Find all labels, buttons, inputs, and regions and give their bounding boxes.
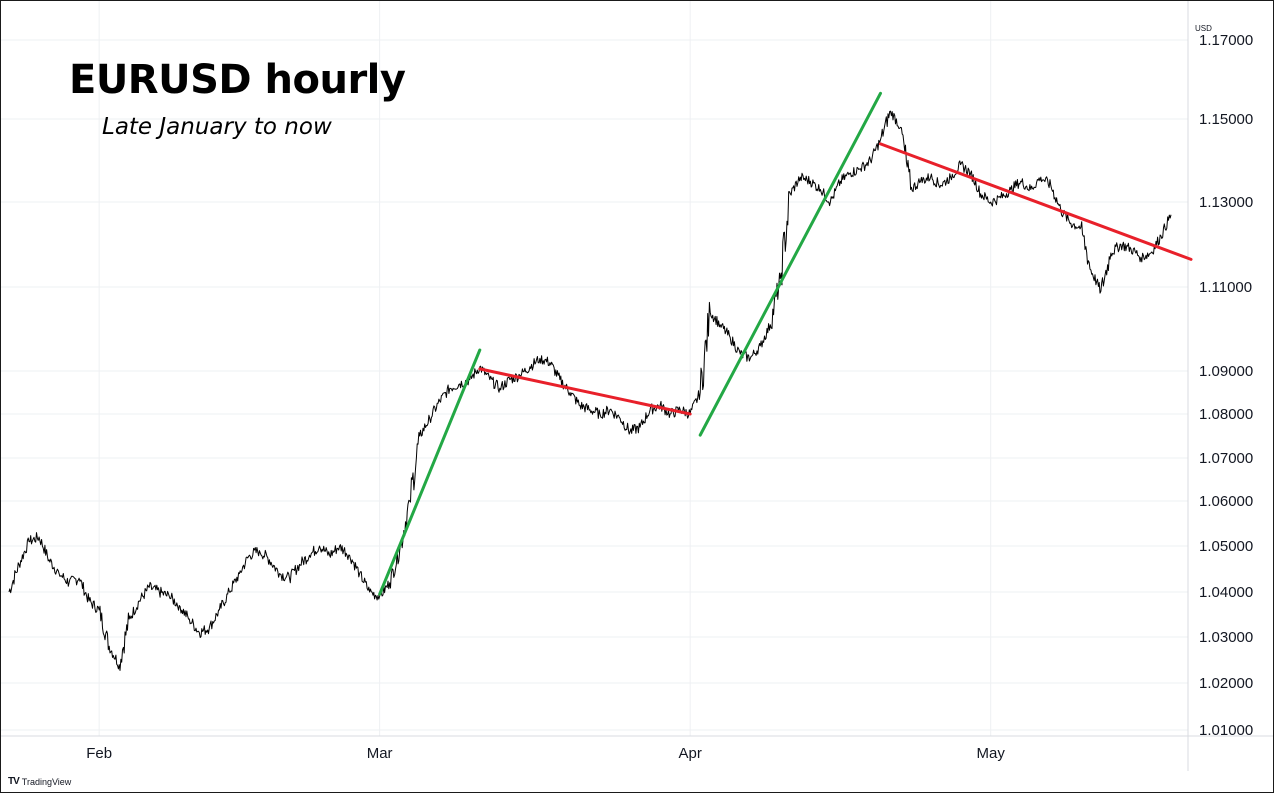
trendline-1[interactable] <box>478 367 692 416</box>
y-axis-currency-label: USD <box>1195 24 1212 33</box>
trendline-0[interactable] <box>378 348 482 596</box>
y-tick-label: 1.09000 <box>1199 363 1253 380</box>
y-tick-label: 1.13000 <box>1199 194 1253 211</box>
y-tick-label: 1.05000 <box>1199 538 1253 555</box>
x-tick-label: May <box>977 745 1006 762</box>
y-tick-label: 1.17000 <box>1199 32 1253 49</box>
y-tick-label: 1.03000 <box>1199 629 1253 646</box>
trendline-2[interactable] <box>698 91 882 437</box>
trendline-3[interactable] <box>879 142 1193 261</box>
price-series <box>8 110 1172 671</box>
grid-lines <box>1 1 1188 736</box>
y-tick-label: 1.15000 <box>1199 111 1253 128</box>
tradingview-label: TradingView <box>21 776 72 787</box>
y-tick-label: 1.11000 <box>1199 279 1252 296</box>
x-axis-ticks[interactable]: Feb Mar Apr May <box>86 745 1005 762</box>
x-tick-label: Mar <box>367 745 393 762</box>
y-tick-label: 1.01000 <box>1199 722 1253 739</box>
y-tick-label: 1.06000 <box>1199 493 1253 510</box>
tradingview-logo-icon: TV <box>8 776 20 787</box>
y-tick-label: 1.08000 <box>1199 406 1253 423</box>
y-axis-ticks[interactable]: 1.01000 1.02000 1.03000 1.04000 1.05000 1.060… <box>1199 32 1253 739</box>
x-tick-label: Apr <box>679 745 702 762</box>
y-tick-label: 1.07000 <box>1199 450 1253 467</box>
trendlines <box>378 91 1193 596</box>
x-tick-label: Feb <box>86 745 112 762</box>
y-tick-label: 1.04000 <box>1199 584 1253 601</box>
tradingview-watermark[interactable]: TV TradingView <box>8 776 71 787</box>
price-line-series-0 <box>8 110 1172 671</box>
chart-title: EURUSD hourly <box>69 57 406 103</box>
y-tick-label: 1.02000 <box>1199 675 1253 692</box>
chart-subtitle: Late January to now <box>102 114 332 140</box>
